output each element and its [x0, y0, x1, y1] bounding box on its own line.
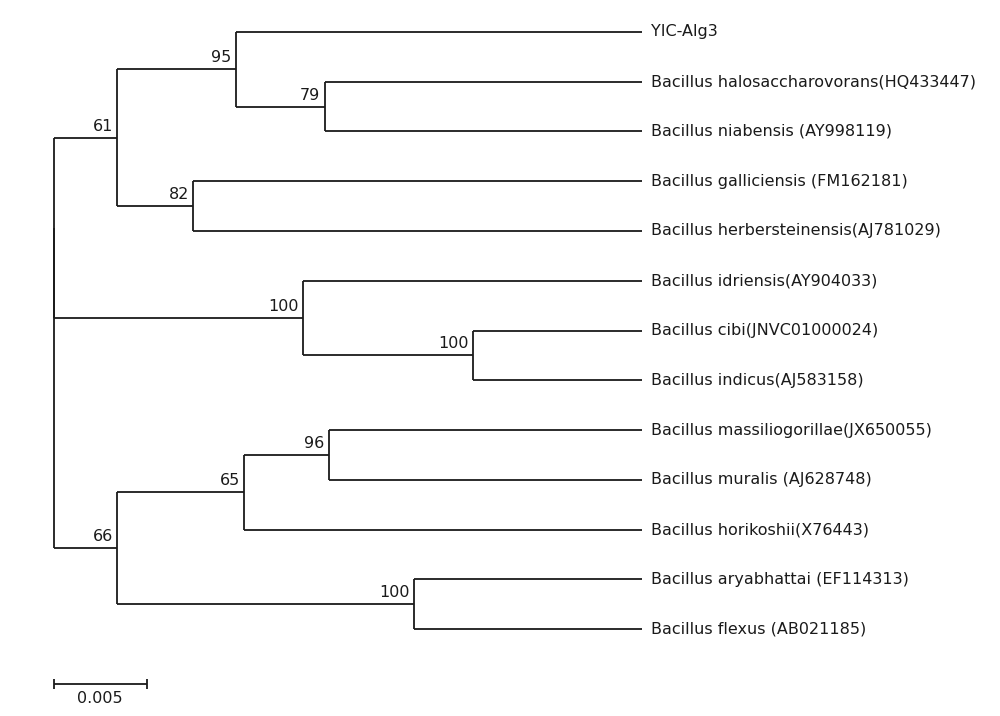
Text: Bacillus cibi(JNVC01000024): Bacillus cibi(JNVC01000024) — [651, 323, 878, 338]
Text: 66: 66 — [93, 529, 113, 544]
Text: 82: 82 — [169, 187, 189, 202]
Text: 65: 65 — [220, 473, 240, 488]
Text: 61: 61 — [92, 119, 113, 134]
Text: 96: 96 — [304, 436, 325, 451]
Text: YIC-Alg3: YIC-Alg3 — [651, 24, 717, 39]
Text: Bacillus galliciensis (FM162181): Bacillus galliciensis (FM162181) — [651, 174, 907, 189]
Text: 100: 100 — [269, 299, 299, 314]
Text: 79: 79 — [300, 87, 320, 102]
Text: Bacillus herbersteinensis(AJ781029): Bacillus herbersteinensis(AJ781029) — [651, 223, 941, 238]
Text: 100: 100 — [379, 586, 409, 600]
Text: 0.005: 0.005 — [77, 692, 123, 707]
Text: Bacillus massiliogorillae(JX650055): Bacillus massiliogorillae(JX650055) — [651, 422, 932, 437]
Text: Bacillus halosaccharovorans(HQ433447): Bacillus halosaccharovorans(HQ433447) — [651, 74, 976, 89]
Text: 100: 100 — [438, 337, 469, 352]
Text: Bacillus idriensis(AY904033): Bacillus idriensis(AY904033) — [651, 274, 877, 289]
Text: Bacillus flexus (AB021185): Bacillus flexus (AB021185) — [651, 621, 866, 637]
Text: Bacillus horikoshii(X76443): Bacillus horikoshii(X76443) — [651, 522, 869, 537]
Text: Bacillus indicus(AJ583158): Bacillus indicus(AJ583158) — [651, 373, 863, 388]
Text: 95: 95 — [211, 50, 231, 65]
Text: Bacillus aryabhattai (EF114313): Bacillus aryabhattai (EF114313) — [651, 572, 909, 587]
Text: Bacillus muralis (AJ628748): Bacillus muralis (AJ628748) — [651, 473, 871, 488]
Text: Bacillus niabensis (AY998119): Bacillus niabensis (AY998119) — [651, 124, 892, 139]
